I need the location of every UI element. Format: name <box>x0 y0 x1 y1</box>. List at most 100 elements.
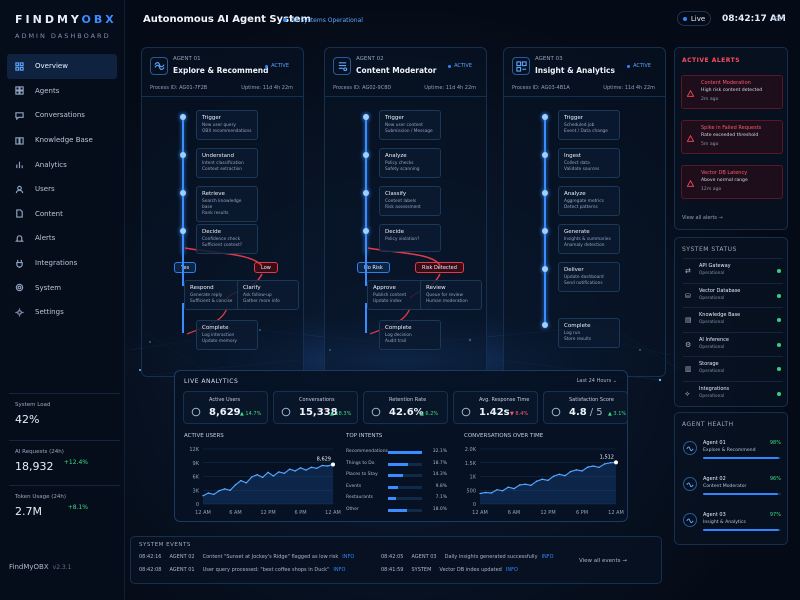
flow-step-respond[interactable]: Respond Generate reply Sufficient & concis… <box>184 280 246 310</box>
sidebar-item-label: System <box>35 283 62 292</box>
intent-row[interactable]: Places to Stay 14.3% <box>346 472 447 481</box>
uptime: Uptime: 11d 4h 22m <box>241 85 293 91</box>
step-title: Trigger <box>564 115 583 121</box>
flow-step-generate[interactable]: Generate Insights & summaries Anomaly dete… <box>558 224 620 254</box>
step-title: Understand <box>202 153 235 159</box>
flow-step-review[interactable]: Review Queue for review Human moderation <box>420 280 482 310</box>
conversations-chart: 2.0K 1.5K 1K 500 0 12 AM 6 AM 12 PM 6 PM 12 AM 1,5… <box>465 447 624 516</box>
live-toggle[interactable]: Live <box>677 11 711 26</box>
sidebar-item-alerts[interactable]: Alerts <box>7 226 117 251</box>
system-status-row[interactable]: ⇄ API Gateway Operational <box>683 258 783 282</box>
flow-step-clarify[interactable]: Clarify Ask follow-up Gather more info <box>237 280 299 310</box>
service-status: Operational <box>699 344 725 350</box>
service-icon: ⚙ <box>685 340 692 349</box>
sidebar-item-integrations[interactable]: Integrations <box>7 251 117 276</box>
alert-card[interactable]: Spike in Failed Requests Rate exceeded th… <box>681 120 783 154</box>
intent-row[interactable]: Recommendations 32.1% <box>346 449 447 458</box>
sidebar-item-system[interactable]: System <box>7 275 117 300</box>
step-description: Generate reply Sufficient & concise <box>190 293 233 304</box>
alert-card[interactable]: Content Moderation High risk content dete… <box>681 75 783 109</box>
step-title: Ingest <box>564 153 582 159</box>
intent-row[interactable]: Things to Do 18.7% <box>346 461 447 470</box>
kpi-card[interactable]: Active Users 8,629 ▲ 14.7% <box>183 391 268 424</box>
event-row[interactable]: 08:42:08 AGENT 01 User query processed: "b… <box>139 567 345 573</box>
event-tag: INFO <box>541 554 554 560</box>
intent-row[interactable]: Restaurants 7.1% <box>346 495 447 504</box>
agent-panel-1[interactable]: AGENT 01 Explore & Recommend ACTIVE Process… <box>141 47 304 377</box>
flow-step-understand[interactable]: Understand Intent classification Context e… <box>196 148 258 178</box>
intent-percent: 32.1% <box>432 449 447 454</box>
agent-panel-2[interactable]: AGENT 02 Content Moderator ACTIVE Process I… <box>324 47 487 377</box>
sidebar-item-users[interactable]: Users <box>7 177 117 202</box>
intent-row[interactable]: Other 18.0% <box>346 507 447 516</box>
system-status-row[interactable]: ▤ Knowledge Base Operational <box>683 307 783 331</box>
kpi-change: ▲ 6.2% <box>420 411 439 417</box>
flow-step-deliver[interactable]: Deliver Update dashboard Send notification… <box>558 262 620 292</box>
system-status-row[interactable]: ⚙ AI Inference Operational <box>683 331 783 356</box>
flow-step-trigger[interactable]: Trigger New user query OBX recommendations <box>196 110 258 140</box>
event-row[interactable]: 08:41:59 SYSTEM Vector DB index updated INF… <box>381 567 518 573</box>
brand-logo[interactable]: FINDMYOBX <box>15 13 117 26</box>
step-title: Analyze <box>385 153 407 159</box>
kpi-value: 8,629 <box>209 407 241 418</box>
service-status: Operational <box>699 393 725 399</box>
system-status-row[interactable]: ⟡ Integrations Operational <box>683 380 783 405</box>
flow-step-complete[interactable]: Complete Log interaction Update memory <box>196 320 258 350</box>
sidebar-item-conversations[interactable]: Conversations <box>7 103 117 128</box>
events-title: SYSTEM EVENTS <box>139 542 191 548</box>
end-point-marker <box>331 462 335 467</box>
sidebar-item-analytics[interactable]: Analytics <box>7 152 117 177</box>
kpi-card[interactable]: Avg. Response Time 1.42s ▼ 8.4% <box>453 391 538 424</box>
sidebar-item-knowledge-base[interactable]: Knowledge Base <box>7 128 117 153</box>
alert-description: Rate exceeded threshold <box>701 133 759 138</box>
flow-step-trigger[interactable]: Trigger Scheduled job Event / Data change <box>558 110 620 140</box>
sidebar-item-agents[interactable]: Agents <box>7 79 117 104</box>
kpi-value: 4.8/ 5 <box>569 407 603 418</box>
event-message: User query processed: "best coffee shops… <box>202 567 330 573</box>
active-dot-icon <box>448 64 452 68</box>
flow-step-complete[interactable]: Complete Log run Store results <box>558 318 620 348</box>
flow-node-icon <box>363 228 369 234</box>
flow-step-trigger[interactable]: Trigger New user content Submission / Mess… <box>379 110 441 140</box>
status-ok-icon <box>777 318 781 322</box>
service-name: Integrations <box>699 385 730 392</box>
agent-health-row[interactable]: Agent 01 Explore & Recommend 98% <box>683 440 783 478</box>
flow-step-decide[interactable]: Decide Confidence check Sufficient context… <box>196 224 258 254</box>
event-row[interactable]: 08:42:16 AGENT 02 Content "Sunset at Jocke… <box>139 554 354 560</box>
sidebar-item-settings[interactable]: Settings <box>7 300 117 325</box>
flow-step-ingest[interactable]: Ingest Collect data Validate sources <box>558 148 620 178</box>
flow-step-classify[interactable]: Classify Content labels Risk assessment <box>379 186 441 216</box>
flow-step-complete[interactable]: Complete Log decision Audit trail <box>379 320 441 350</box>
event-message: Vector DB index updated <box>439 567 502 573</box>
agent-health-row[interactable]: Agent 02 Content Moderator 96% <box>683 476 783 514</box>
system-status-row[interactable]: ▥ Storage Operational <box>683 356 783 380</box>
flow-step-decide[interactable]: Decide Policy violation? <box>379 224 441 252</box>
bar-chart-icon <box>14 160 24 170</box>
system-status-row[interactable]: ⛁ Vector Database Operational <box>683 282 783 307</box>
view-all-alerts-link[interactable]: View all alerts → <box>682 215 723 221</box>
time-range-select[interactable]: Last 24 Hours ⌄ <box>576 378 617 384</box>
alert-card[interactable]: Vector DB Latency Above normal range 12m a… <box>681 165 783 199</box>
kpi-card[interactable]: Satisfaction Score 4.8/ 5 ▲ 3.1% <box>543 391 628 424</box>
branch-positive: No Risk <box>357 262 390 273</box>
view-all-events-link[interactable]: View all events → <box>579 558 627 564</box>
data-point <box>283 472 285 474</box>
flow-step-analyze[interactable]: Analyze Aggregate metrics Detect patterns <box>558 186 620 216</box>
sidebar-item-content[interactable]: Content <box>7 202 117 227</box>
kpi-card[interactable]: Retention Rate 42.6% ▲ 6.2% <box>363 391 448 424</box>
sidebar-item-overview[interactable]: Overview <box>7 54 117 79</box>
agent-panel-3[interactable]: AGENT 03 Insight & Analytics ACTIVE Process… <box>503 47 666 377</box>
flow-node-icon <box>363 152 369 158</box>
step-title: Complete <box>202 325 229 331</box>
agent-health-row[interactable]: Agent 03 Insight & Analytics 97% <box>683 512 783 550</box>
intent-row[interactable]: Events 9.8% <box>346 484 447 493</box>
flow-step-retrieve[interactable]: Retrieve Search knowledge base Rank result… <box>196 186 258 222</box>
data-point <box>245 482 247 484</box>
agent-health-title: AGENT HEALTH <box>682 421 734 428</box>
flow-step-analyze[interactable]: Analyze Policy checks Safety scanning <box>379 148 441 178</box>
agent-divider <box>142 96 303 97</box>
event-row[interactable]: 08:42:05 AGENT 03 Daily insights generated… <box>381 554 554 560</box>
kpi-card[interactable]: Conversations 15,338 ▲ 18.3% <box>273 391 358 424</box>
data-point <box>587 466 589 468</box>
